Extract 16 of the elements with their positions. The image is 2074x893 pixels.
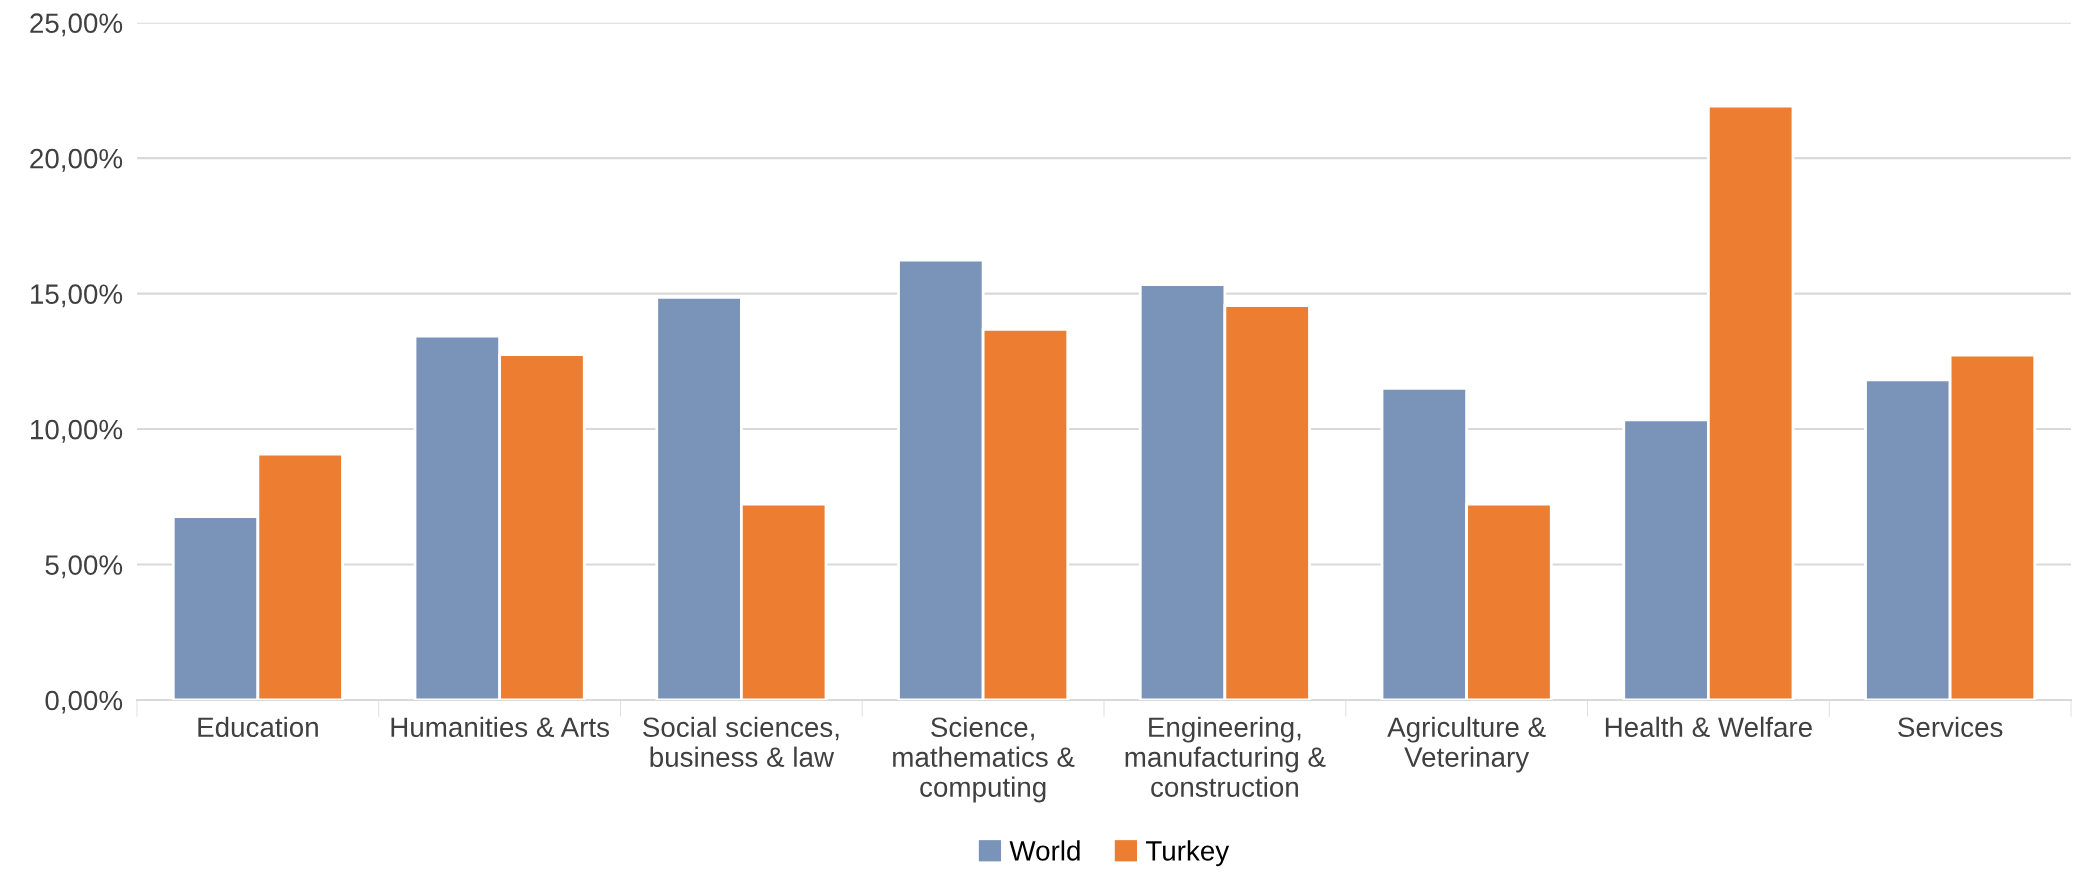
y-tick-label: 15,00%: [31, 284, 123, 308]
x-tick-label: Agriculture & Veterinary: [1387, 716, 1546, 773]
legend-label: Turkey: [1145, 840, 1230, 867]
x-tick-label: Science, mathematics & computing: [893, 716, 1075, 803]
y-tick-label: 5,00%: [45, 555, 123, 579]
x-tick-label: Social sciences, business & law: [643, 716, 839, 767]
legend-label: World: [1009, 840, 1080, 861]
y-tick-label: 20,00%: [30, 148, 123, 172]
x-tick-label: Engineering, manufacturing & construction: [1125, 716, 1326, 797]
x-tick-label: Humanities & Arts: [391, 716, 610, 738]
x-tick-label: Health & Welfare: [1605, 716, 1812, 738]
y-tick-label: 25,00%: [30, 13, 123, 37]
x-tick-label: Services: [1898, 716, 2003, 738]
x-tick-label: Education: [198, 716, 318, 738]
y-tick-label: 0,00%: [45, 690, 123, 714]
y-tick-label: 10,00%: [31, 419, 123, 443]
